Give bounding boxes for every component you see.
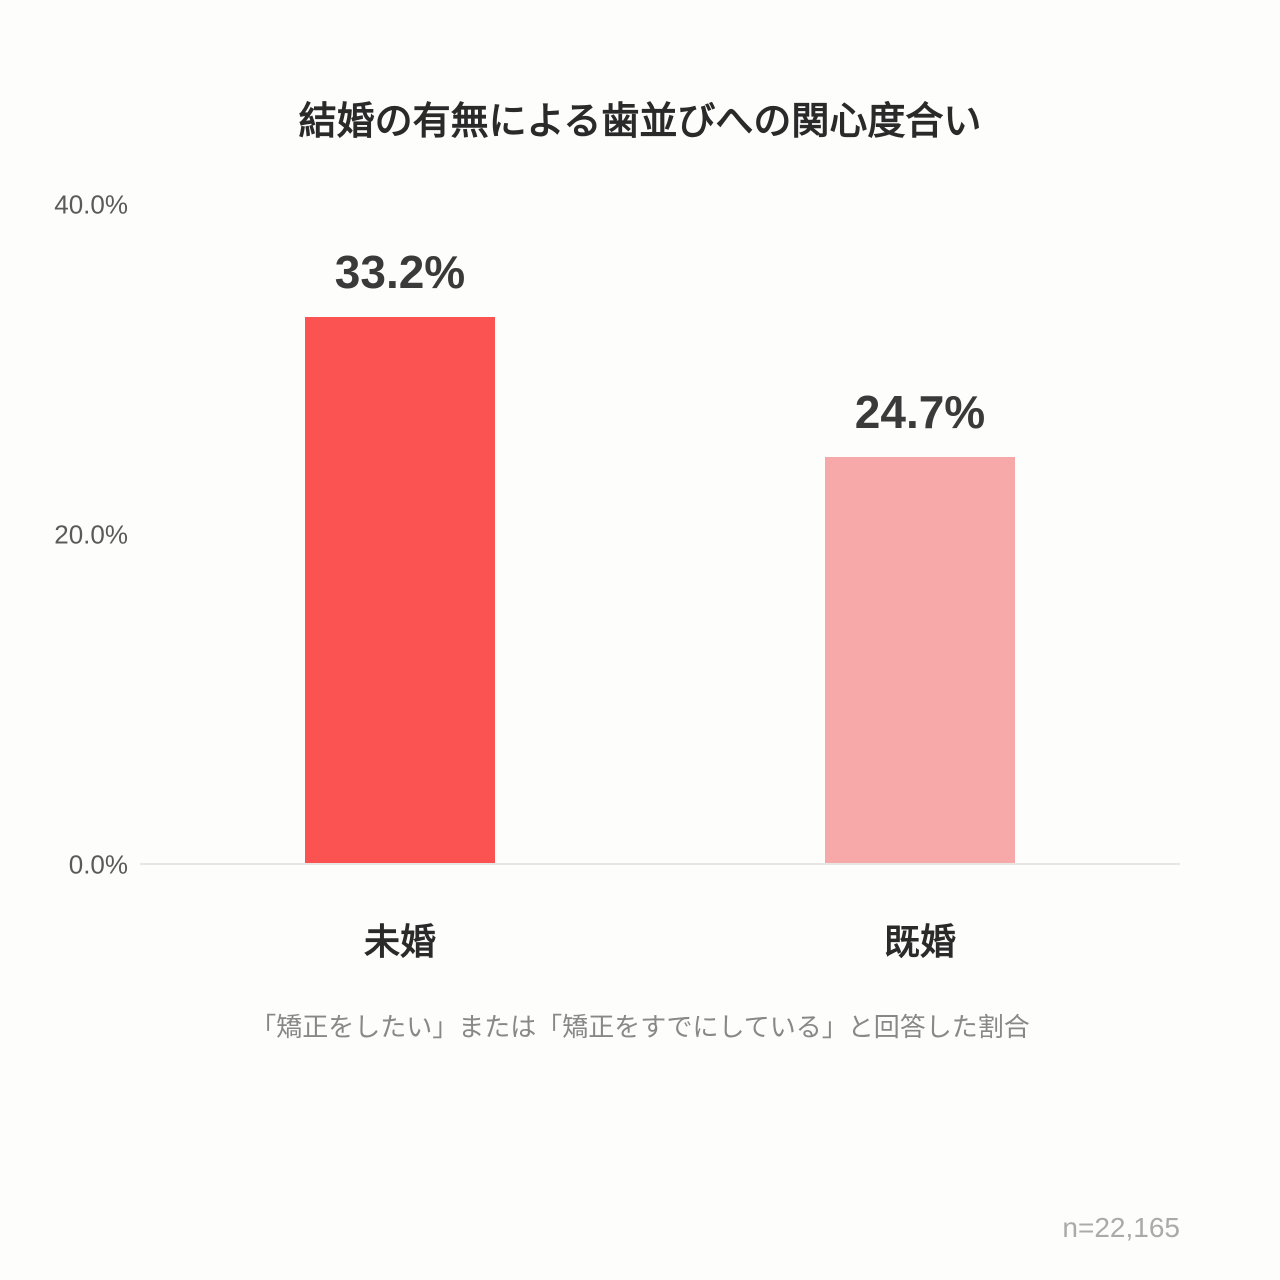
bar-unmarried (305, 317, 495, 865)
bar-group-married: 24.7% (712, 205, 1128, 865)
chart-container: 結婚の有無による歯並びへの関心度合い 40.0% 20.0% 0.0% 33.2… (0, 0, 1280, 1280)
chart-title: 結婚の有無による歯並びへの関心度合い (100, 90, 1180, 145)
bar-group-unmarried: 33.2% (192, 205, 608, 865)
sample-size-label: n=22,165 (1062, 1212, 1180, 1244)
y-tick-20: 20.0% (54, 520, 128, 551)
value-label-married: 24.7% (855, 385, 985, 439)
x-label-married: 既婚 (712, 913, 1128, 965)
y-tick-0: 0.0% (69, 850, 128, 881)
x-axis-baseline (140, 863, 1180, 865)
bar-married (825, 457, 1015, 865)
bars-wrap: 33.2% 24.7% (140, 205, 1180, 865)
plot-area: 40.0% 20.0% 0.0% 33.2% 24.7% (140, 205, 1180, 865)
value-label-unmarried: 33.2% (335, 245, 465, 299)
x-label-unmarried: 未婚 (192, 913, 608, 965)
y-tick-40: 40.0% (54, 190, 128, 221)
chart-subtitle: 「矯正をしたい」または「矯正をすでにしている」と回答した割合 (100, 1007, 1180, 1044)
x-axis-labels: 未婚 既婚 (140, 913, 1180, 965)
